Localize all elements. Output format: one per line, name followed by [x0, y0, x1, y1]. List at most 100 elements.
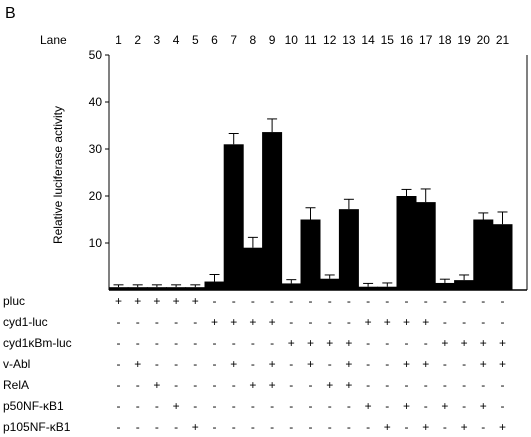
condition-mark: + [345, 336, 352, 350]
condition-mark: + [384, 420, 391, 434]
condition-mark: - [251, 336, 255, 350]
y-tick-label: 30 [89, 142, 103, 156]
condition-mark: - [289, 378, 293, 392]
condition-mark: - [309, 294, 313, 308]
condition-mark: + [422, 315, 429, 329]
condition-mark: - [289, 420, 293, 434]
condition-mark: - [481, 294, 485, 308]
condition-mark: - [155, 357, 159, 371]
condition-mark: - [443, 315, 447, 329]
condition-label: cyd1-luc [3, 315, 48, 329]
lane-numbers: 1 2 3 4 5 6 7 8 9 10 11 12 13 14 15 16 17 18 19 20 21 [115, 33, 509, 47]
condition-mark: + [461, 420, 468, 434]
condition-mark: - [232, 336, 236, 350]
condition-mark: - [347, 294, 351, 308]
condition-mark: - [117, 399, 121, 413]
y-axis-label: Relative luciferase activity [51, 106, 65, 244]
condition-mark: + [480, 357, 487, 371]
condition-label: v-Abl [3, 357, 30, 371]
condition-mark: - [347, 315, 351, 329]
lane-number: 7 [230, 33, 237, 47]
condition-mark: + [230, 357, 237, 371]
condition-mark: + [326, 336, 333, 350]
bar [473, 219, 494, 290]
condition-mark: - [174, 420, 178, 434]
condition-mark: - [443, 378, 447, 392]
lane-number: 21 [496, 33, 510, 47]
lane-number: 12 [323, 33, 337, 47]
condition-mark: + [480, 336, 487, 350]
condition-mark: - [289, 315, 293, 329]
condition-mark: + [192, 420, 199, 434]
condition-mark: - [174, 315, 178, 329]
condition-mark: + [499, 420, 506, 434]
bar [242, 247, 263, 290]
condition-mark: - [328, 357, 332, 371]
condition-mark: - [405, 378, 409, 392]
condition-mark: + [307, 336, 314, 350]
condition-mark: - [232, 378, 236, 392]
condition-label: p105NF-κB1 [3, 420, 71, 434]
condition-label: RelA [3, 378, 29, 392]
bar [146, 287, 167, 290]
condition-mark: - [424, 399, 428, 413]
condition-mark: - [193, 357, 197, 371]
lane-number: 16 [400, 33, 414, 47]
lane-number: 19 [457, 33, 471, 47]
bar [185, 287, 206, 290]
bar [434, 282, 455, 290]
condition-mark: - [309, 399, 313, 413]
bar [358, 286, 379, 290]
condition-mark: - [136, 315, 140, 329]
condition-mark: + [230, 315, 237, 329]
condition-mark: - [328, 315, 332, 329]
condition-mark: + [365, 315, 372, 329]
condition-mark: - [462, 294, 466, 308]
lane-number: 13 [342, 33, 356, 47]
condition-mark: + [384, 315, 391, 329]
lane-number: 4 [173, 33, 180, 47]
condition-mark: - [405, 294, 409, 308]
lane-number: 10 [285, 33, 299, 47]
condition-mark: + [441, 399, 448, 413]
lane-number: 8 [250, 33, 257, 47]
y-tick-label: 40 [89, 95, 103, 109]
condition-mark: - [174, 357, 178, 371]
bar [396, 196, 417, 290]
condition-label: cyd1κBm-luc [3, 336, 72, 350]
condition-mark: - [289, 294, 293, 308]
condition-mark: - [385, 357, 389, 371]
condition-mark: - [136, 399, 140, 413]
bar [281, 283, 302, 290]
condition-mark: - [366, 357, 370, 371]
lane-number: 6 [211, 33, 218, 47]
bar [108, 287, 129, 290]
condition-mark: + [134, 294, 141, 308]
condition-mark: - [501, 399, 505, 413]
lane-number: 2 [134, 33, 141, 47]
condition-mark: + [499, 357, 506, 371]
condition-mark: - [270, 294, 274, 308]
condition-mark: + [326, 378, 333, 392]
condition-mark: + [153, 294, 160, 308]
condition-mark: - [366, 336, 370, 350]
condition-mark: - [193, 315, 197, 329]
condition-mark: - [501, 315, 505, 329]
condition-mark: - [155, 399, 159, 413]
condition-mark: - [385, 378, 389, 392]
condition-mark: - [193, 378, 197, 392]
condition-mark: - [462, 378, 466, 392]
condition-mark: - [385, 399, 389, 413]
lane-number: 1 [115, 33, 122, 47]
bar [223, 144, 244, 290]
condition-mark: - [117, 336, 121, 350]
condition-mark: - [136, 420, 140, 434]
condition-mark: - [155, 336, 159, 350]
condition-mark: - [443, 420, 447, 434]
condition-mark: - [136, 378, 140, 392]
condition-mark: - [213, 336, 217, 350]
condition-mark: + [422, 357, 429, 371]
condition-mark: + [269, 378, 276, 392]
condition-mark: - [328, 294, 332, 308]
